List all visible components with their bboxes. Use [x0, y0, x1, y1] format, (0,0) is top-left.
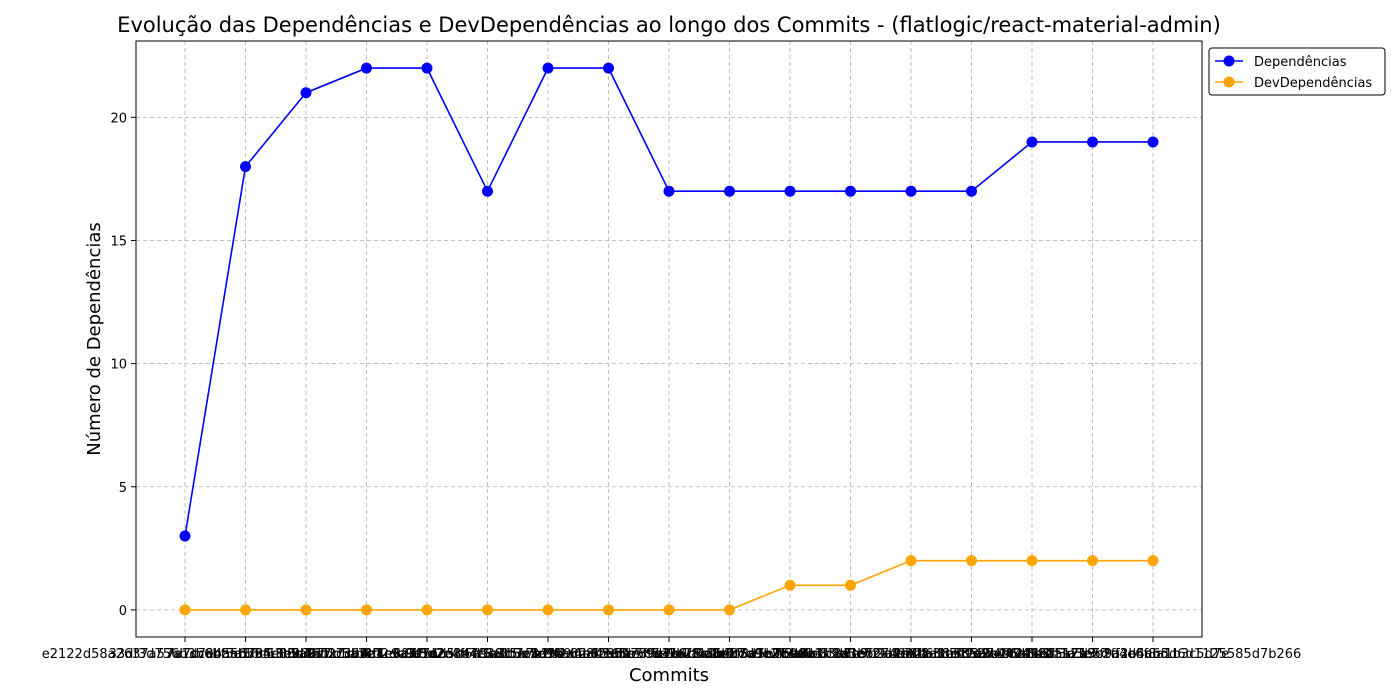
data-point [845, 579, 856, 591]
data-point [966, 185, 977, 197]
data-point [300, 604, 312, 616]
y-tick-label: 0 [119, 604, 127, 619]
data-point [1147, 555, 1159, 567]
x-tick-label: 33df3d756b3b6bf5d1f9f18e9067dd5a3e1 [109, 647, 383, 662]
x-tick-label: d9e3f5a7b2c4d6e8f1a3b5c7d9e2f4a6b8c [472, 647, 745, 662]
x-tick-label: 7a7cc8b5ab5b4e80b76c27c0f8b2dc9b1d2 [166, 647, 445, 662]
grid-layer [136, 41, 1202, 637]
x-tick-label: e2122d58a2637a57a1d7e4a56785c05d4b0 [42, 647, 329, 662]
data-point [1087, 136, 1098, 148]
data-point [603, 604, 614, 616]
data-point [905, 555, 917, 567]
legend-label: Dependências [1254, 55, 1347, 70]
x-tick-label: b4c7d9e2f6a8b1c3d5e7f9a2b4c6d8e1f3a [714, 647, 987, 662]
data-point [482, 604, 493, 616]
data-point [724, 185, 735, 197]
x-tick-label: a3b6c8d1e5f7a9b2c4d6e8f1a3b5c7d9e2f [653, 647, 927, 662]
y-tick-label: 15 [110, 234, 127, 249]
x-axis-ticks: e2122d58a2637a57a1d7e4a56785c05d4b033df3… [42, 637, 1302, 662]
data-point [542, 62, 554, 74]
data-point [179, 530, 191, 542]
y-axis-label: Número de Dependências [84, 222, 105, 456]
data-point [1087, 555, 1098, 567]
x-axis-label: Commits [629, 665, 709, 686]
y-tick-label: 5 [119, 481, 127, 496]
x-tick-label: c5d8e1f3a7b9c2d4e6f8a1b3c5d7e9f2a4b [774, 647, 1047, 662]
legend: Dependências DevDependências [1208, 47, 1386, 96]
data-point [421, 62, 433, 74]
data-point [966, 555, 977, 567]
x-tick-label: 494981a1213c1ff3d5ab5d6d1125585d7b266 [1005, 647, 1302, 662]
series-layer [179, 62, 1159, 616]
y-tick-label: 10 [110, 358, 127, 373]
data-point [603, 62, 614, 74]
y-tick-label: 20 [110, 111, 127, 126]
y-axis-ticks: 0 5 10 15 20 [110, 111, 136, 619]
x-tick-label: f2a5b7c9d4e6f8a1b3c5d7e9f2a4b6c8d1e [593, 647, 866, 662]
data-point [784, 579, 796, 591]
x-tick-label: fa56c63b7a2e7c1bb4f1e3f9e7ad5c47e38 [230, 647, 503, 662]
data-point [361, 604, 372, 616]
legend-frame [1208, 47, 1386, 96]
x-tick-label: d6e9f2a4b8c1d3e5f7a9b2c4d6e8f1a3b5c [835, 647, 1108, 662]
x-tick-label: e7f1a3b5c9d2e4f6a8b1c3d5e7f9a2b4c6d [895, 647, 1168, 662]
data-point [663, 185, 675, 197]
data-point [240, 604, 251, 616]
data-point [361, 62, 372, 74]
data-point [724, 604, 735, 616]
x-tick-label: f8a2b4c6d1e3f5a7b9c2d4e6f8a1b3c5d7e [956, 647, 1229, 662]
chart-title: Evolução das Dependências e DevDependênc… [117, 13, 1221, 37]
legend-marker [1223, 76, 1235, 88]
data-point [421, 604, 433, 616]
legend-label: DevDependências [1254, 76, 1372, 91]
data-point [240, 161, 251, 173]
x-tick-label: b7e1c9a3f5d2e8b4c6a1f3e5d7b9c2a4e6f [351, 647, 624, 662]
data-point [1026, 136, 1038, 148]
data-point [905, 185, 917, 197]
data-point [663, 604, 675, 616]
x-tick-label: e1f4a6b8c3d5e7f9a2b4c6d8e1f3a5b7c9d [532, 647, 805, 662]
data-point [1147, 136, 1159, 148]
data-point [482, 185, 493, 197]
x-tick-label: 5a91f2c3b8d4e6a7f1c2d3e4f5a6b7c8d9e [290, 647, 563, 662]
data-point [300, 87, 312, 99]
x-tick-label: c8d2e4f6a1b3c5d7e9f2a4b6c8d1e3f5a7b [411, 647, 684, 662]
data-point [1026, 555, 1038, 567]
data-point [179, 604, 191, 616]
data-point [845, 185, 856, 197]
data-point [784, 185, 796, 197]
legend-marker [1223, 55, 1235, 67]
data-point [542, 604, 554, 616]
